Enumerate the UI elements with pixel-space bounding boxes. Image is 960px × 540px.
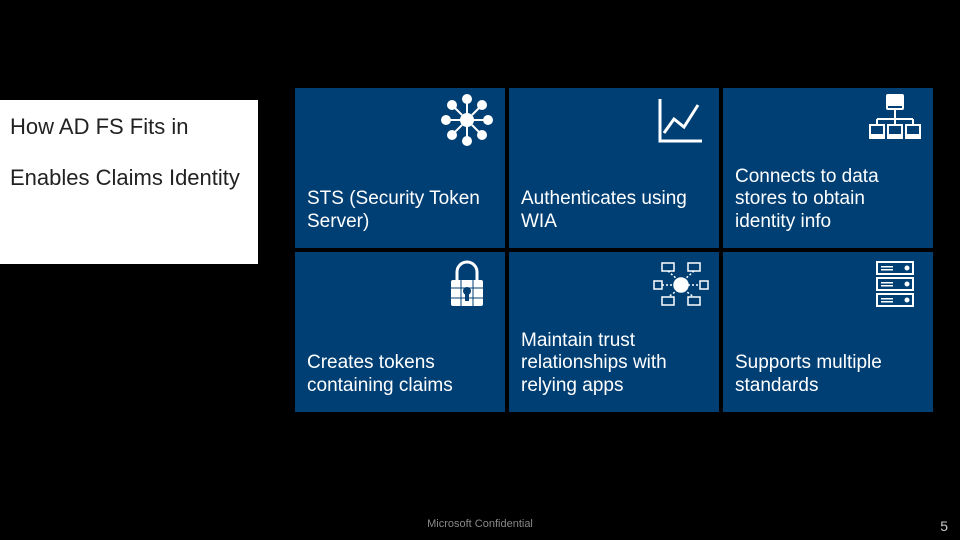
- padlock-icon: [439, 256, 495, 312]
- tile-datastores: Connects to data stores to obtain identi…: [723, 88, 933, 248]
- footer-confidential: Microsoft Confidential: [0, 518, 960, 530]
- chart-line-icon: [653, 92, 709, 148]
- tile-sts: STS (Security Token Server): [295, 88, 505, 248]
- tile-label: Connects to data stores to obtain identi…: [735, 166, 921, 234]
- tile-tokens: Creates tokens containing claims: [295, 252, 505, 412]
- tile-label: Maintain trust relationships with relyin…: [521, 330, 707, 398]
- hub-spoke-icon: [439, 92, 495, 148]
- page-number: 5: [940, 518, 948, 534]
- title-line-2: Enables Claims Identity: [10, 165, 244, 190]
- title-block: How AD FS Fits in Enables Claims Identit…: [0, 100, 258, 264]
- tile-authenticates: Authenticates using WIA: [509, 88, 719, 248]
- tile-trust: Maintain trust relationships with relyin…: [509, 252, 719, 412]
- tile-label: Authenticates using WIA: [521, 188, 707, 234]
- tile-grid: STS (Security Token Server) Authenticate…: [295, 88, 933, 412]
- tile-label: STS (Security Token Server): [307, 188, 493, 234]
- network-topology-icon: [653, 256, 709, 312]
- title-line-1: How AD FS Fits in: [10, 114, 244, 139]
- tile-label: Creates tokens containing claims: [307, 352, 493, 398]
- server-terminals-icon: [867, 92, 923, 148]
- tile-label: Supports multiple standards: [735, 352, 921, 398]
- server-stack-icon: [867, 256, 923, 312]
- tile-standards: Supports multiple standards: [723, 252, 933, 412]
